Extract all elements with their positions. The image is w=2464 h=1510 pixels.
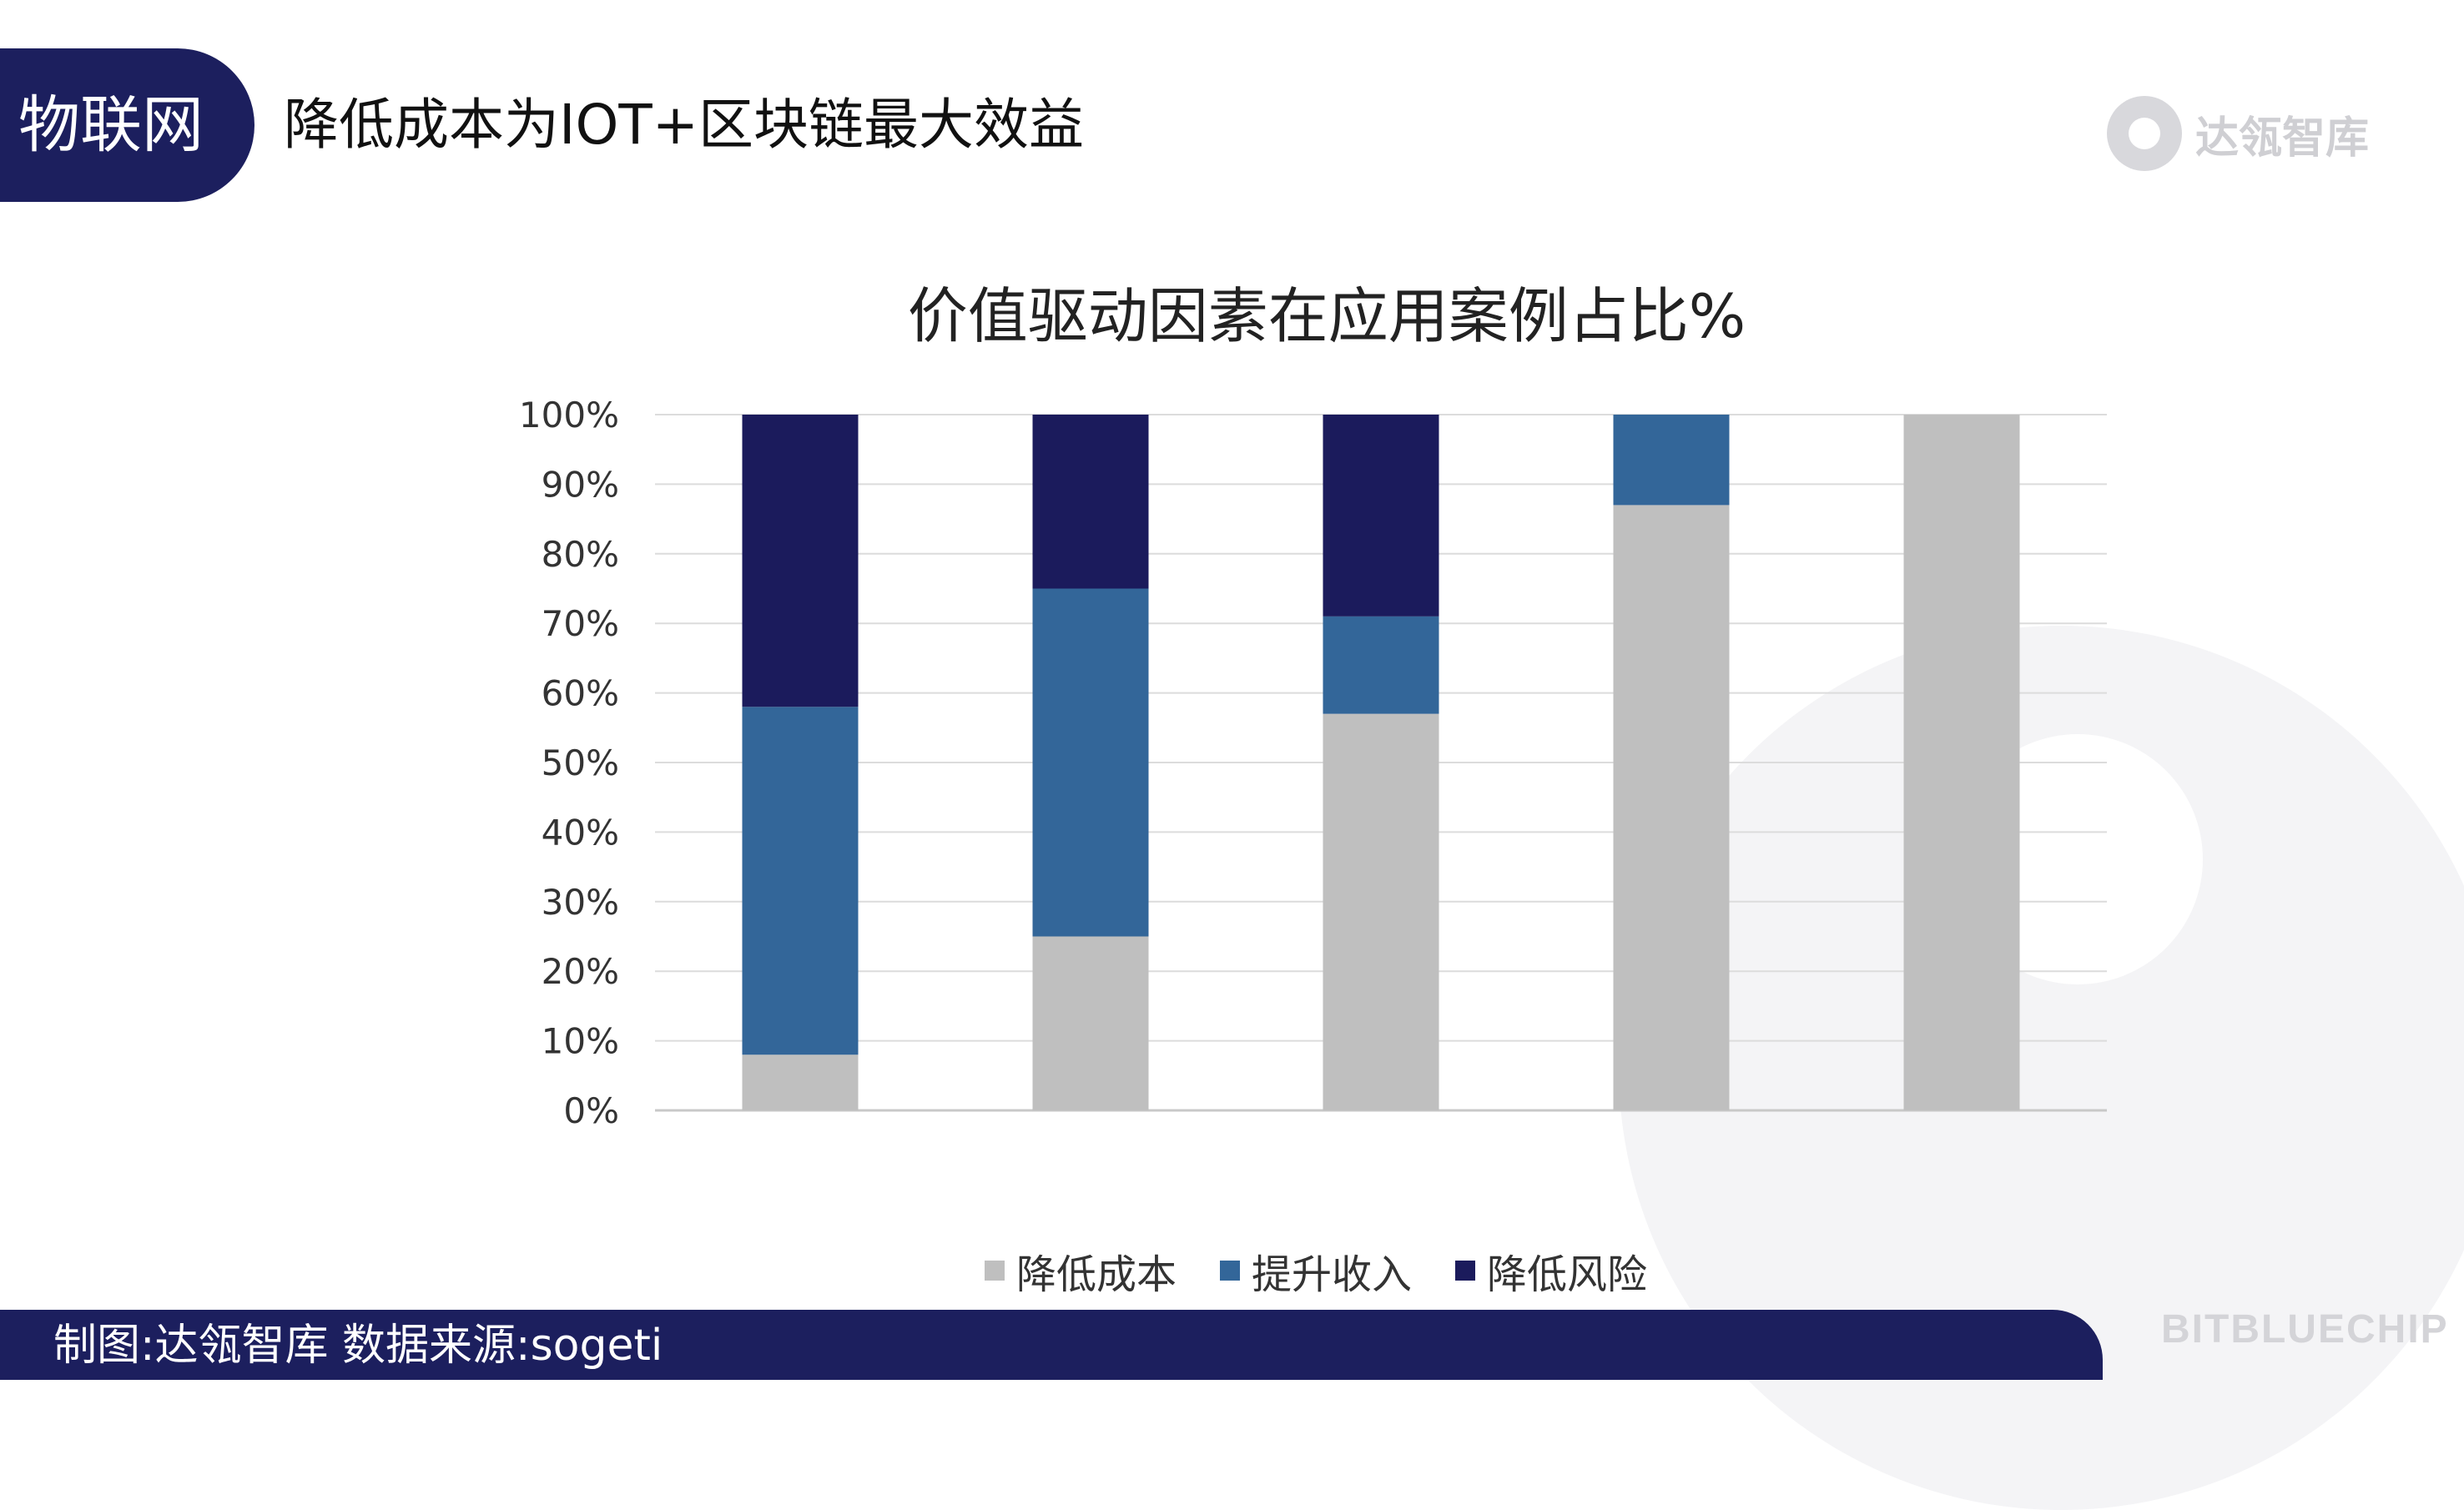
section-tab: 物联网 xyxy=(0,48,254,202)
chart-title: 价值驱动因素在应用案例占比% xyxy=(907,281,1746,351)
bar-segment-cost xyxy=(1613,505,1730,1110)
y-tick-label: 70% xyxy=(542,603,619,644)
bar-segment-cost xyxy=(742,1054,859,1110)
brand-logo: 达瓴智库 xyxy=(2107,93,2369,174)
legend-label-cost: 降低成本 xyxy=(1016,1251,1177,1298)
bar-segment-revenue xyxy=(1032,588,1149,937)
legend-swatch-risk xyxy=(1455,1261,1476,1281)
y-tick-label: 80% xyxy=(542,534,619,575)
page-title: 降低成本为IOT+区块链最大效益 xyxy=(284,93,1085,157)
legend-label-revenue: 提升收入 xyxy=(1252,1251,1413,1298)
logo-icon xyxy=(2107,96,2182,171)
y-tick-label: 40% xyxy=(542,812,619,853)
y-tick-label: 50% xyxy=(542,742,619,783)
chart-legend: 降低成本 提升收入 降低风险 xyxy=(985,1241,1647,1300)
y-tick-label: 20% xyxy=(542,951,619,992)
footer-bar xyxy=(0,1310,2103,1380)
y-tick-label: 30% xyxy=(542,882,619,923)
legend-swatch-cost xyxy=(985,1261,1005,1281)
bar-segment-revenue xyxy=(1613,415,1730,506)
legend-item-risk: 降低风险 xyxy=(1455,1241,1647,1300)
y-tick-label: 10% xyxy=(542,1021,619,1062)
legend-label-risk: 降低风险 xyxy=(1487,1251,1648,1298)
bar-segment-cost xyxy=(1323,713,1439,1110)
bar-segment-cost xyxy=(1903,415,2020,1110)
y-tick-label: 100% xyxy=(519,395,619,435)
bar-segment-revenue xyxy=(1323,616,1439,714)
legend-item-revenue: 提升收入 xyxy=(1220,1241,1412,1300)
brand-name: 达瓴智库 xyxy=(2195,113,2370,164)
footer-source: 制图:达瓴智库 数据来源:sogeti xyxy=(53,1321,663,1371)
y-tick-label: 90% xyxy=(542,464,619,505)
bar-segment-risk xyxy=(742,415,859,707)
footer-brand: BITBLUECHIP xyxy=(2161,1307,2449,1351)
bar-segment-risk xyxy=(1032,415,1149,589)
y-tick-label: 0% xyxy=(563,1090,619,1131)
section-label: 物联网 xyxy=(18,89,204,161)
bar-segment-revenue xyxy=(742,707,859,1055)
stacked-bar-chart: 0% 10% 20% 30% 40% 50% 60% 70% 80% 90% 100% xyxy=(519,395,2107,1131)
legend-item-cost: 降低成本 xyxy=(985,1241,1177,1300)
bar-segment-risk xyxy=(1323,415,1439,617)
bar-segment-cost xyxy=(1032,936,1149,1110)
legend-swatch-revenue xyxy=(1220,1261,1241,1281)
y-tick-label: 60% xyxy=(542,673,619,714)
